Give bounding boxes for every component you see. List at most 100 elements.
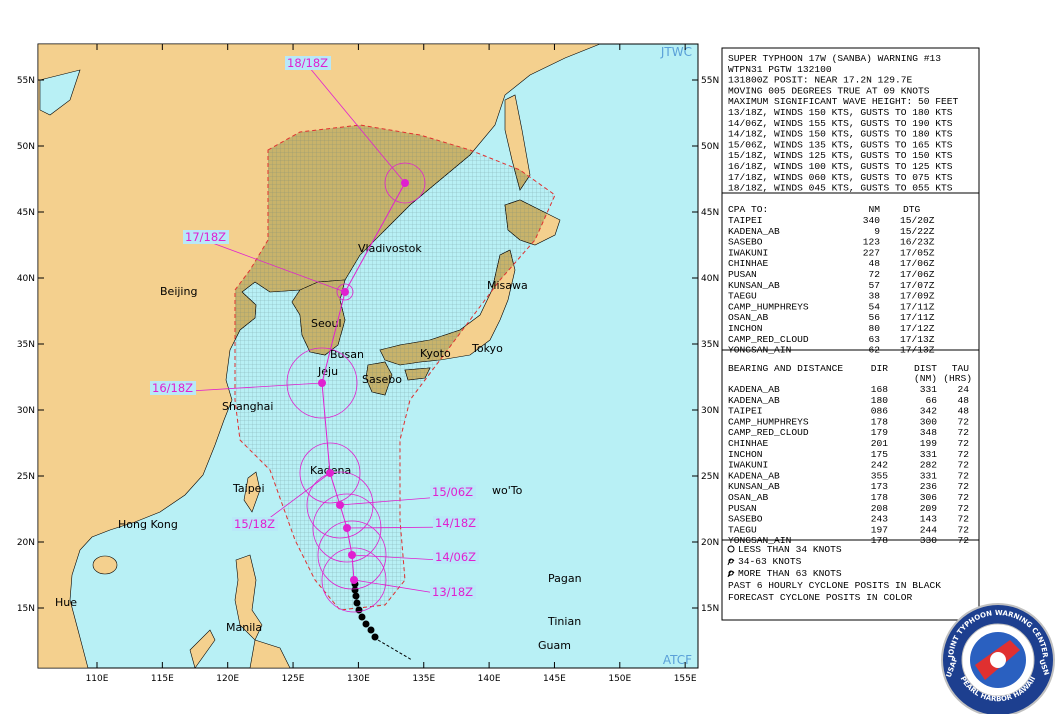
bearing-cell: TAEGU	[728, 524, 757, 535]
legend-symbol	[727, 558, 735, 566]
cpa-cell: 63	[868, 334, 880, 345]
lon-label: 120E	[216, 674, 239, 684]
cpa-cell: 16/23Z	[900, 237, 935, 248]
danger-outline	[234, 124, 556, 611]
cpa-cell: IWAKUNI	[728, 247, 768, 258]
cpa-cell: KUNSAN_AB	[728, 280, 780, 291]
warning-line: 131800Z POSIT: NEAR 17.2N 129.7E	[728, 75, 912, 86]
bearing-cell: 72	[957, 438, 969, 449]
cpa-cell: YONGSAN_AIN	[728, 345, 791, 356]
past-position	[352, 592, 360, 600]
cpa-cell: 17/09Z	[900, 291, 935, 302]
track: Beijing Vladivostok Seoul Busan Jeju Sasebo Sh…	[55, 56, 582, 661]
forecast-track	[321, 182, 406, 581]
place-label: Pagan	[548, 572, 582, 585]
wind-radius	[306, 471, 374, 539]
lon-label: 135E	[412, 674, 435, 684]
lon-label: 130E	[347, 674, 370, 684]
label-leader	[206, 240, 346, 293]
bearing-cell: 348	[920, 427, 938, 438]
place-label: wo'To	[492, 484, 523, 497]
lat-label: 20N	[17, 538, 35, 548]
forecast-label: 15/18Z	[234, 517, 275, 531]
corner-label: JTWC	[660, 45, 692, 59]
legend-text: 34-63 KNOTS	[738, 556, 802, 567]
cpa-cell: 340	[863, 215, 881, 226]
bearing-cell: KADENA_AB	[728, 395, 780, 406]
place-label: Sasebo	[362, 373, 402, 386]
cpa-cell: TAEGU	[728, 291, 757, 302]
lat-label: 45N	[17, 208, 35, 218]
bearing-cell: 282	[920, 460, 938, 471]
bearing-header: BEARING AND DISTANCE	[728, 363, 843, 374]
legend-text: FORECAST CYCLONE POSITS IN COLOR	[728, 592, 912, 603]
warning-line: 15/18Z, WINDS 125 KTS, GUSTS TO 150 KTS	[728, 150, 953, 161]
bearing-cell: CAMP_RED_CLOUD	[728, 427, 809, 438]
label-box	[285, 56, 331, 70]
bearing-cell: 330	[920, 535, 938, 546]
cpa-cell: CAMP_RED_CLOUD	[728, 334, 809, 345]
bearing-cell: TAIPEI	[728, 406, 763, 417]
warning-line: SUPER TYPHOON 17W (SANBA) WARNING #13	[728, 53, 941, 64]
cpa-cell: 80	[868, 323, 880, 334]
cpa-cell: 17/13Z	[900, 345, 935, 356]
bearing-cell: YONGSAN_AIN	[728, 535, 791, 546]
cpa-cell: 15/20Z	[900, 215, 935, 226]
bearing-cell: SASEBO	[728, 514, 763, 525]
label-leader	[173, 382, 323, 393]
cpa-cell: 123	[863, 237, 881, 248]
cpa-cell: 17/13Z	[900, 334, 935, 345]
bearing-cell: 201	[871, 438, 889, 449]
legend-symbol	[727, 570, 735, 578]
lat-label: 55N	[17, 76, 35, 86]
cpa-cell: 17/07Z	[900, 280, 935, 291]
lat-label: 20N	[701, 538, 719, 548]
cpa-cell: INCHON	[728, 323, 763, 334]
warning-line: MAXIMUM SIGNIFICANT WAVE HEIGHT: 50 FEET	[728, 96, 959, 107]
bearing-cell: 168	[871, 384, 889, 395]
lat-label: 35N	[701, 340, 719, 350]
cpa-cell: 17/06Z	[900, 269, 935, 280]
cpa-cell: KADENA_AB	[728, 226, 780, 237]
cpa-header: CPA TO:	[728, 204, 768, 215]
forecast-label: 15/06Z	[432, 485, 473, 499]
lon-label: 155E	[674, 674, 697, 684]
past-position	[371, 633, 379, 641]
cpa-header: DTG	[903, 204, 921, 215]
bearing-cell: 300	[920, 416, 938, 427]
bearing-cell: 72	[957, 524, 969, 535]
cpa-cell: 72	[868, 269, 880, 280]
past-position	[351, 586, 359, 594]
bearing-cell: 72	[957, 460, 969, 471]
past-position	[358, 613, 366, 621]
bearing-cell: OSAN_AB	[728, 492, 769, 503]
bearing-cell: KUNSAN_AB	[728, 481, 780, 492]
bearing-cell: KADENA_AB	[728, 470, 780, 481]
lat-label: 50N	[17, 142, 35, 152]
bearing-cell: CHINHAE	[728, 438, 769, 449]
legend-text: MORE THAN 63 KNOTS	[738, 568, 842, 579]
cpa-cell: 56	[868, 312, 880, 323]
bearing-cell: 243	[871, 514, 889, 525]
warning-line: 14/06Z, WINDS 155 KTS, GUSTS TO 190 KTS	[728, 118, 953, 129]
bearing-header: DIST	[914, 363, 937, 374]
bearing-cell: 178	[871, 416, 889, 427]
lon-label: 140E	[478, 674, 501, 684]
lat-label: 40N	[17, 274, 35, 284]
bearing-cell: 66	[925, 395, 937, 406]
label-leader	[308, 66, 406, 184]
cpa-cell: 17/12Z	[900, 323, 935, 334]
wind-radius	[321, 547, 387, 613]
cpa-cell: CAMP_HUMPHREYS	[728, 301, 809, 312]
bearing-cell: 208	[871, 503, 889, 514]
lon-label: 110E	[86, 674, 109, 684]
bearing-cell: 175	[871, 449, 889, 460]
lat-label: 15N	[17, 604, 35, 614]
lon-label: 150E	[608, 674, 631, 684]
bearing-cell: 086	[871, 406, 889, 417]
place-label: Jeju	[317, 365, 338, 378]
place-label: Hue	[55, 596, 77, 609]
cpa-cell: 9	[874, 226, 880, 237]
past-position	[362, 620, 370, 628]
